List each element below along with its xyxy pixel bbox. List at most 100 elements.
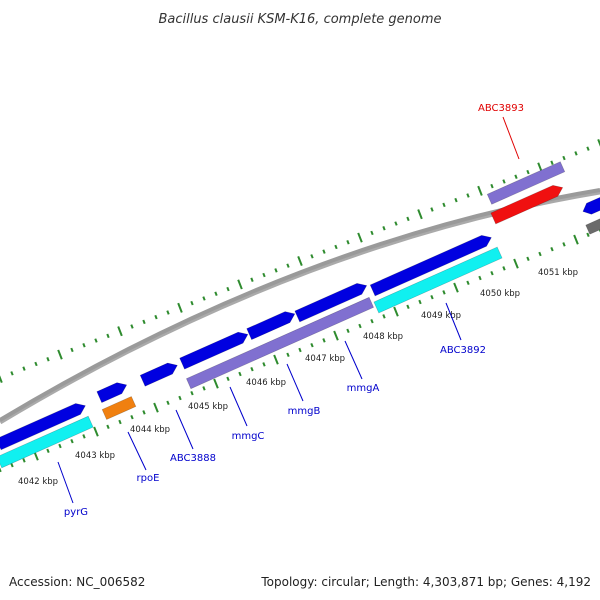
gene-ABC3892-forward bbox=[369, 235, 492, 297]
gene-ABC3892-cyan bbox=[373, 246, 503, 314]
gene-label: pyrG bbox=[64, 507, 88, 518]
inner-minor-tick bbox=[358, 323, 362, 329]
inner-minor-tick bbox=[0, 467, 2, 473]
inner-minor-tick bbox=[418, 299, 422, 305]
outer-minor-tick bbox=[334, 244, 338, 250]
outer-major-tick bbox=[117, 326, 123, 337]
gene-pyrG-forward bbox=[0, 403, 86, 451]
outer-minor-tick bbox=[106, 333, 110, 339]
inner-minor-tick bbox=[526, 256, 530, 262]
gene-mmg-reverse-bar bbox=[186, 296, 374, 390]
outer-major-tick bbox=[357, 232, 363, 243]
inner-minor-tick bbox=[250, 366, 254, 372]
outer-minor-tick bbox=[142, 319, 146, 325]
inner-major-tick bbox=[213, 378, 219, 389]
gene-label: ABC3893 bbox=[478, 103, 524, 114]
outer-minor-tick bbox=[310, 254, 314, 259]
kbp-label: 4048 kbp bbox=[363, 332, 403, 342]
outer-minor-tick bbox=[346, 240, 350, 245]
outer-minor-tick bbox=[394, 221, 398, 226]
outer-minor-tick bbox=[406, 216, 410, 222]
outer-major-tick bbox=[57, 349, 63, 360]
gene-label-leader-line bbox=[229, 386, 248, 427]
gene-rpoE-orange bbox=[101, 396, 137, 420]
outer-minor-tick bbox=[94, 338, 98, 343]
gene-label-leader-line bbox=[286, 363, 304, 402]
gene-labels: pyrG rpoE ABC3888 mmgC mmgB mmgA ABC3892 ABC389… bbox=[57, 103, 524, 518]
inner-minor-tick bbox=[82, 434, 86, 439]
inner-major-tick bbox=[453, 282, 459, 293]
inner-minor-tick bbox=[322, 338, 326, 343]
kbp-label: 4046 kbp bbox=[246, 378, 286, 388]
inner-minor-tick bbox=[502, 266, 506, 271]
outer-minor-tick bbox=[22, 366, 26, 371]
inner-minor-tick bbox=[118, 419, 122, 425]
inner-minor-tick bbox=[10, 462, 14, 468]
kbp-label: 4042 kbp bbox=[18, 477, 58, 487]
backbone-shadow bbox=[0, 189, 600, 425]
inner-major-tick bbox=[393, 306, 399, 317]
outer-minor-tick bbox=[526, 169, 530, 175]
inner-major-tick bbox=[513, 258, 519, 269]
inner-major-tick bbox=[573, 234, 579, 245]
gene-ABC3893-red bbox=[490, 185, 564, 225]
inner-minor-tick bbox=[70, 438, 74, 444]
outer-minor-tick bbox=[454, 197, 458, 203]
inner-minor-tick bbox=[142, 410, 146, 415]
gene-right-edge-forward bbox=[582, 196, 600, 215]
outer-major-tick bbox=[0, 375, 3, 384]
map-title: Bacillus clausii KSM-K16, complete genom… bbox=[158, 12, 441, 27]
outer-minor-tick bbox=[70, 347, 74, 353]
inner-minor-tick bbox=[238, 371, 242, 377]
inner-minor-tick bbox=[298, 347, 302, 353]
inner-minor-tick bbox=[286, 352, 290, 358]
gene-label: mmgB bbox=[288, 406, 321, 417]
outer-minor-tick bbox=[262, 272, 266, 278]
inner-tick-ring bbox=[0, 227, 600, 473]
outer-minor-tick bbox=[466, 193, 470, 198]
inner-minor-tick bbox=[430, 294, 434, 300]
gene-label-leader-line bbox=[127, 431, 147, 471]
outer-minor-tick bbox=[514, 174, 518, 179]
inner-minor-tick bbox=[58, 443, 62, 449]
kbp-label: 4049 kbp bbox=[421, 311, 461, 321]
gene-label: ABC3892 bbox=[440, 345, 486, 356]
gene-label-leader-line bbox=[175, 409, 194, 450]
kbp-scale-labels: 4042 kbp 4043 kbp 4044 kbp 4045 kbp 4046 kbp… bbox=[18, 268, 578, 487]
outer-minor-tick bbox=[430, 207, 434, 212]
inner-minor-tick bbox=[550, 246, 554, 252]
outer-major-tick bbox=[417, 209, 423, 220]
outer-minor-tick bbox=[10, 371, 14, 376]
outer-major-tick bbox=[597, 138, 600, 147]
inner-minor-tick bbox=[46, 448, 50, 454]
inner-major-tick bbox=[93, 426, 99, 437]
outer-minor-tick bbox=[550, 160, 554, 165]
outer-minor-tick bbox=[250, 277, 254, 282]
inner-minor-tick bbox=[310, 342, 314, 348]
gene-ABC3893-reverse bbox=[486, 161, 566, 205]
inner-minor-tick bbox=[490, 270, 494, 276]
outer-minor-tick bbox=[214, 291, 218, 296]
gene-label-leader-line bbox=[344, 340, 363, 380]
inner-minor-tick bbox=[22, 458, 26, 463]
outer-minor-tick bbox=[562, 155, 566, 161]
inner-minor-tick bbox=[538, 251, 542, 257]
kbp-label: 4051 kbp bbox=[538, 268, 578, 278]
outer-minor-tick bbox=[46, 357, 50, 362]
inner-minor-tick bbox=[178, 395, 182, 401]
genome-backbone bbox=[0, 188, 600, 422]
gene-right-edge-gray bbox=[585, 217, 600, 235]
outer-minor-tick bbox=[34, 361, 38, 367]
kbp-label: 4050 kbp bbox=[480, 289, 520, 299]
gene-label-leader-line bbox=[445, 302, 462, 341]
kbp-label: 4047 kbp bbox=[305, 354, 345, 364]
gene-label: ABC3888 bbox=[170, 453, 216, 464]
gene-label-leader-line bbox=[502, 116, 520, 160]
outer-minor-tick bbox=[130, 324, 134, 329]
outer-minor-tick bbox=[370, 230, 374, 236]
inner-minor-tick bbox=[226, 376, 230, 382]
outer-minor-tick bbox=[490, 183, 494, 189]
genome-summary-text: Topology: circular; Length: 4,303,871 bp… bbox=[260, 575, 591, 589]
outer-minor-tick bbox=[286, 263, 290, 268]
outer-minor-tick bbox=[322, 249, 326, 254]
